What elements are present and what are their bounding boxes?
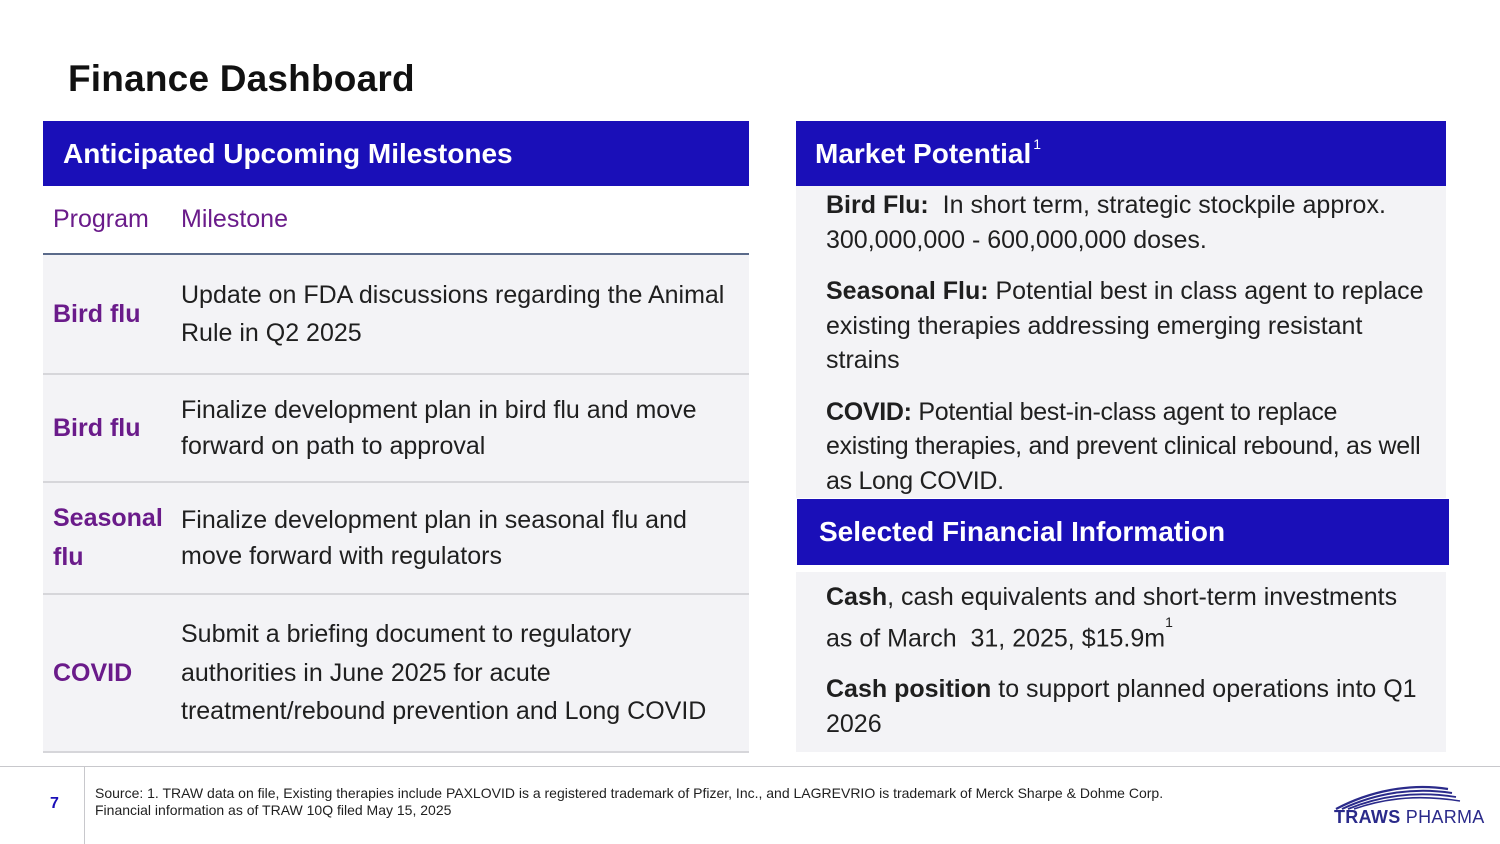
financial-info-header: Selected Financial Information <box>797 499 1449 565</box>
market-item-label: Seasonal Flu: <box>826 277 989 305</box>
footer: 7 Source: 1. TRAW data on file, Existing… <box>0 766 1500 844</box>
table-row: COVID Submit a briefing document to regu… <box>43 595 749 753</box>
footer-divider <box>84 767 85 844</box>
column-header-milestone: Milestone <box>181 205 288 233</box>
market-potential-title: Market Potential <box>815 137 1032 169</box>
cash-position-label: Cash position <box>826 675 992 704</box>
market-item-text: In short term, strategic stockpile appro… <box>826 191 1393 254</box>
market-item-covid: COVID: Potential best-in-class agent to … <box>826 395 1426 499</box>
source-line-2: Financial information as of TRAW 10Q fil… <box>95 802 452 818</box>
source-line-1: Source: 1. TRAW data on file, Existing t… <box>95 785 1164 801</box>
cash-label: Cash <box>826 583 888 611</box>
cash-position-text: to support planned operations into Q1 20… <box>826 675 1424 738</box>
table-row: Bird flu Update on FDA discussions regar… <box>43 255 749 375</box>
page-title: Finance Dashboard <box>68 58 415 99</box>
financial-cash-position: Cash position to support planned operati… <box>826 672 1426 741</box>
market-potential-header: Market Potential 1 <box>796 121 1446 186</box>
financial-info-body: Cash, cash equivalents and short-term in… <box>796 572 1446 752</box>
row-program: Seasonal flu <box>53 504 163 571</box>
row-milestone: Finalize development plan in bird flu an… <box>181 396 697 460</box>
market-item-label: Bird Flu: <box>826 191 929 219</box>
row-program: Bird flu <box>53 299 141 328</box>
row-program: Bird flu <box>53 413 141 442</box>
market-potential-panel: Market Potential 1 Bird Flu: In short ter… <box>796 121 1446 498</box>
cash-text: , cash equivalents and short-term invest… <box>826 583 1405 652</box>
financial-cash: Cash, cash equivalents and short-term in… <box>826 580 1426 655</box>
traws-pharma-logo: TRAWS PHARMA <box>1330 781 1484 831</box>
logo-text: TRAWS PHARMA <box>1334 807 1485 828</box>
table-row: Seasonal flu Finalize development plan i… <box>43 483 749 595</box>
row-milestone: Submit a briefing document to regulatory… <box>181 620 707 726</box>
milestones-table-head: Program Milestone <box>43 186 749 255</box>
row-program: COVID <box>53 658 133 687</box>
milestones-header: Anticipated Upcoming Milestones <box>43 121 749 186</box>
footnote-marker: 1 <box>1033 135 1042 152</box>
page-number: 7 <box>50 795 59 812</box>
logo-text-bold: TRAWS <box>1334 807 1401 827</box>
market-item-text: Potential best-in-class agent to replace… <box>826 397 1428 495</box>
market-item-seasonal-flu: Seasonal Flu: Potential best in class ag… <box>826 274 1426 378</box>
source-note: Source: 1. TRAW data on file, Existing t… <box>95 785 1315 819</box>
row-milestone: Finalize development plan in seasonal fl… <box>181 506 687 570</box>
market-item-text: Potential best in class agent to replace… <box>826 277 1431 374</box>
column-header-program: Program <box>53 205 149 233</box>
market-item-label: COVID: <box>826 397 912 426</box>
table-row: Bird flu Finalize development plan in bi… <box>43 375 749 483</box>
market-item-bird-flu: Bird Flu: In short term, strategic stock… <box>826 188 1426 257</box>
market-potential-body: Bird Flu: In short term, strategic stock… <box>796 186 1446 498</box>
footnote-marker: 1 <box>1165 613 1173 630</box>
row-milestone: Update on FDA discussions regarding the … <box>181 281 725 347</box>
milestones-panel: Anticipated Upcoming Milestones Program … <box>43 121 749 753</box>
logo-text-light: PHARMA <box>1400 807 1485 827</box>
logo-swoosh-icon <box>1335 785 1461 810</box>
